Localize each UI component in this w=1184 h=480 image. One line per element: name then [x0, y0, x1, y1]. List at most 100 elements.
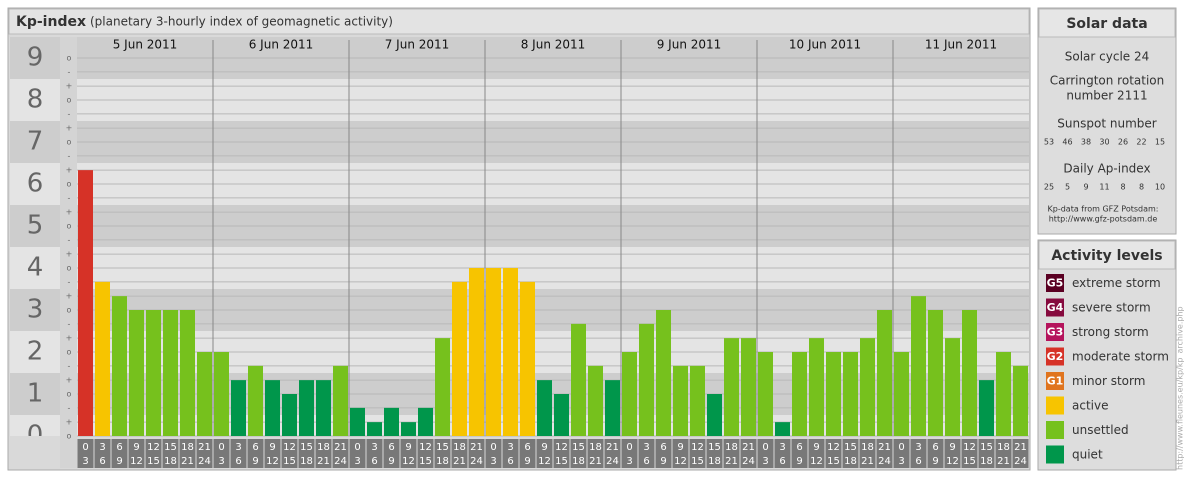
x-tick-label: 24 — [470, 456, 483, 467]
sunspot-value: 30 — [1099, 138, 1109, 147]
x-tick-label: 6 — [643, 456, 649, 467]
bar — [877, 310, 892, 436]
hour-box — [264, 439, 281, 468]
x-tick-label: 18 — [300, 456, 313, 467]
bar — [469, 268, 484, 436]
x-tick-label: 0 — [218, 442, 224, 453]
hour-box — [876, 439, 893, 468]
x-tick-label: 18 — [181, 442, 194, 453]
tick-column — [60, 37, 77, 468]
x-tick-label: 6 — [388, 442, 394, 453]
x-tick-label: 21 — [317, 456, 330, 467]
y-digit-label: 3 — [27, 295, 44, 325]
x-tick-label: 24 — [606, 456, 619, 467]
hour-box — [910, 439, 927, 468]
x-tick-label: 18 — [436, 456, 449, 467]
y-digit-label: 1 — [27, 379, 44, 409]
bar — [639, 323, 654, 436]
sunspot-value: 22 — [1136, 138, 1146, 147]
bar — [996, 352, 1011, 436]
y-digit-label: 5 — [27, 211, 44, 241]
hour-box — [366, 439, 383, 468]
bar — [163, 310, 178, 436]
hour-box — [485, 439, 502, 468]
legend-label: moderate storm — [1072, 350, 1169, 364]
x-tick-label: 0 — [354, 442, 360, 453]
x-tick-label: 21 — [334, 442, 347, 453]
bar — [741, 338, 756, 436]
bar — [435, 338, 450, 436]
hour-box — [111, 439, 128, 468]
legend-swatch — [1046, 396, 1064, 415]
hour-box — [502, 439, 519, 468]
x-tick-label: 9 — [405, 442, 411, 453]
legend-swatch — [1046, 274, 1064, 292]
x-tick-label: 3 — [235, 442, 241, 453]
x-tick-label: 12 — [555, 442, 568, 453]
legend-swatch — [1046, 445, 1064, 464]
x-tick-label: 12 — [538, 456, 551, 467]
solar-cycle: Solar cycle 24 — [1065, 50, 1150, 64]
legend-swatch — [1046, 347, 1064, 366]
ap-value: 9 — [1083, 183, 1088, 192]
x-tick-label: 3 — [762, 456, 768, 467]
x-tick-label: 0 — [490, 442, 496, 453]
hour-box — [570, 439, 587, 468]
bar — [758, 352, 773, 436]
hour-box — [247, 439, 264, 468]
x-tick-label: 12 — [283, 442, 296, 453]
hour-box — [349, 439, 366, 468]
x-tick-label: 6 — [660, 442, 666, 453]
x-tick-label: 21 — [1014, 442, 1027, 453]
x-tick-label: 18 — [844, 456, 857, 467]
x-tick-label: 21 — [181, 456, 194, 467]
x-tick-label: 3 — [218, 456, 224, 467]
chart-title: Kp-index — [16, 14, 86, 30]
bar — [129, 310, 144, 436]
bar — [605, 380, 620, 436]
x-tick-label: 15 — [283, 456, 296, 467]
hour-box — [995, 439, 1012, 468]
x-tick-label: 9 — [677, 442, 683, 453]
hour-box — [179, 439, 196, 468]
sunspot-value: 26 — [1118, 138, 1128, 147]
x-tick-label: 18 — [572, 456, 585, 467]
x-tick-label: 9 — [524, 456, 530, 467]
hour-box — [774, 439, 791, 468]
y-digit-label: 6 — [27, 169, 44, 199]
hour-box — [893, 439, 910, 468]
x-tick-label: 18 — [317, 442, 330, 453]
bar — [248, 365, 263, 436]
hour-box — [1012, 439, 1029, 468]
bar — [316, 380, 331, 436]
x-tick-label: 12 — [130, 456, 143, 467]
hour-box — [519, 439, 536, 468]
x-tick-label: 3 — [371, 442, 377, 453]
hour-box — [859, 439, 876, 468]
y-tick-label: + — [66, 250, 73, 259]
x-tick-label: 6 — [507, 456, 513, 467]
x-tick-label: 15 — [827, 456, 840, 467]
legend-label: strong storm — [1072, 325, 1149, 339]
hour-box — [451, 439, 468, 468]
hour-box — [434, 439, 451, 468]
bar — [622, 352, 637, 436]
x-tick-label: 15 — [980, 442, 993, 453]
bar — [350, 407, 365, 436]
bar — [384, 407, 399, 436]
y-tick-label: + — [66, 166, 73, 175]
x-tick-label: 6 — [116, 442, 122, 453]
x-tick-label: 21 — [453, 456, 466, 467]
x-tick-label: 12 — [402, 456, 415, 467]
x-tick-label: 15 — [963, 456, 976, 467]
watermark: http://www.fleunes.eu/kp/kp_archive.php — [1176, 306, 1184, 470]
bar — [265, 380, 280, 436]
y-digit-label: 8 — [27, 85, 44, 115]
legend-swatch — [1046, 298, 1064, 317]
legend-label: quiet — [1072, 448, 1103, 462]
x-tick-label: 21 — [198, 442, 211, 453]
hour-box — [145, 439, 162, 468]
x-tick-label: 15 — [147, 456, 160, 467]
x-tick-label: 9 — [133, 442, 139, 453]
